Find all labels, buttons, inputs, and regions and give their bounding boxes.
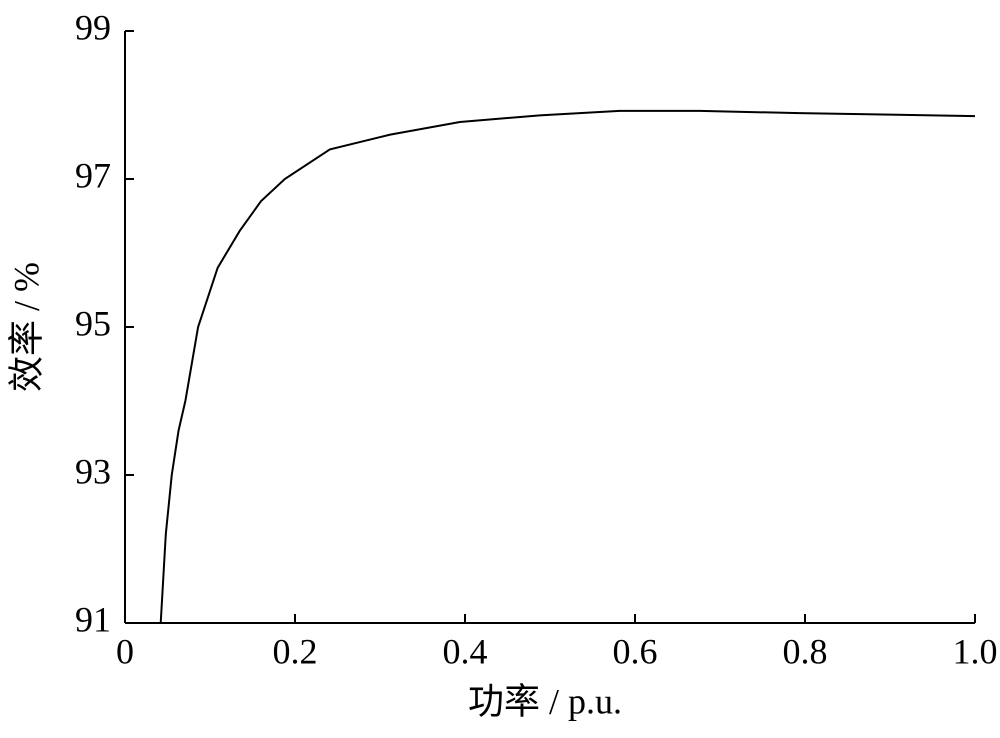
y-axis-label: 效率 / % [6, 262, 46, 392]
x-tick-label: 0.8 [783, 631, 828, 671]
y-tick-label: 95 [75, 303, 111, 343]
line [159, 109, 976, 624]
x-tick-label: 1.0 [953, 631, 998, 671]
y-tick-label: 97 [75, 155, 111, 195]
x-tick-label: 0.6 [613, 631, 658, 671]
y-tick-label: 99 [75, 7, 111, 47]
y-tick-label: 91 [75, 599, 111, 639]
x-tick-label: 0.4 [443, 631, 488, 671]
x-tick-label: 0.2 [273, 631, 318, 671]
y-tick-label: 93 [75, 451, 111, 491]
x-tick-label: 0 [116, 631, 134, 671]
x-axis-label: 功率 / p.u. [468, 681, 622, 721]
